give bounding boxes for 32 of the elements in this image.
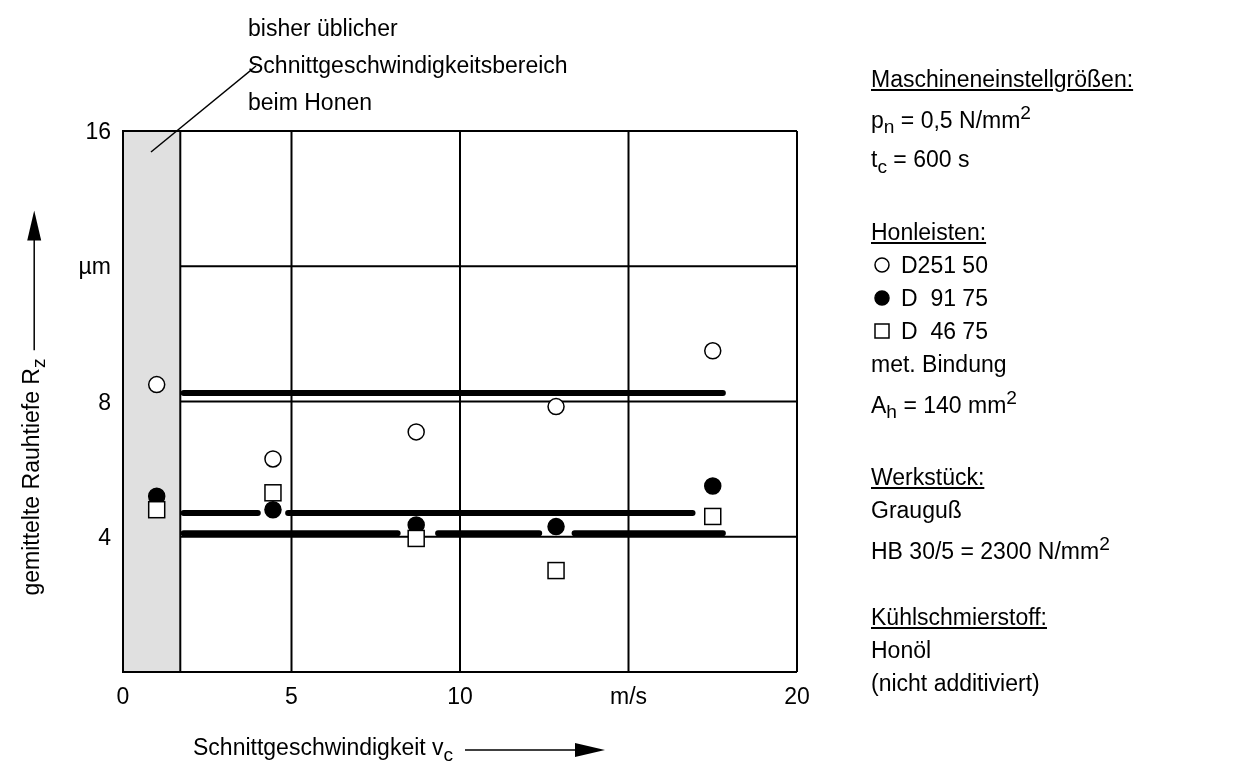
point [147, 375, 166, 394]
y-tick-label: 16 [85, 118, 111, 145]
x-axis-title: Schnittgeschwindigkeit v$_{c}$ [193, 734, 454, 765]
text: HB 30/5 = 2300 N/mm$^{2}$ [871, 532, 1111, 566]
y-tick-label: 8 [98, 388, 111, 415]
text: Honöl [871, 635, 933, 665]
point [704, 477, 722, 495]
text: Kühlschmierstoff: [871, 602, 1048, 632]
text: (nicht additiviert) [871, 668, 1041, 698]
text: met. Bindung [871, 349, 1008, 379]
legend-label: D 91 75 [901, 283, 988, 313]
y-tick-label: µm [78, 253, 111, 280]
point [547, 517, 565, 536]
point [407, 529, 425, 548]
text: t$_{c}$ = 600 s [871, 145, 971, 179]
text: Maschineneinstellgrößen: [871, 65, 1134, 94]
x-tick-label: 10 [447, 683, 473, 710]
text: A$_{h}$ = 140 mm$^{2}$ [871, 385, 1018, 425]
band-label: bisher üblicher Schnittgeschwindigkeitsbereich beim Honen [248, 14, 568, 117]
text: p$_{n}$ = 0,5 N/mm$^{2}$ [871, 101, 1032, 140]
x-tick-label: 5 [285, 683, 298, 710]
x-tick-label: 20 [784, 683, 810, 710]
text: Grauguß [871, 496, 963, 526]
point [264, 500, 282, 519]
legend-title: Honleisten: [871, 217, 988, 247]
text: Werkstück: [871, 463, 986, 493]
legend-label: D 46 75 [901, 316, 988, 346]
x-tick-label: m/s [609, 683, 648, 710]
legend-label: D251 50 [901, 250, 988, 280]
point [147, 500, 166, 519]
x-tick-label: 0 [116, 683, 130, 710]
y-tick-label: 4 [98, 523, 112, 550]
